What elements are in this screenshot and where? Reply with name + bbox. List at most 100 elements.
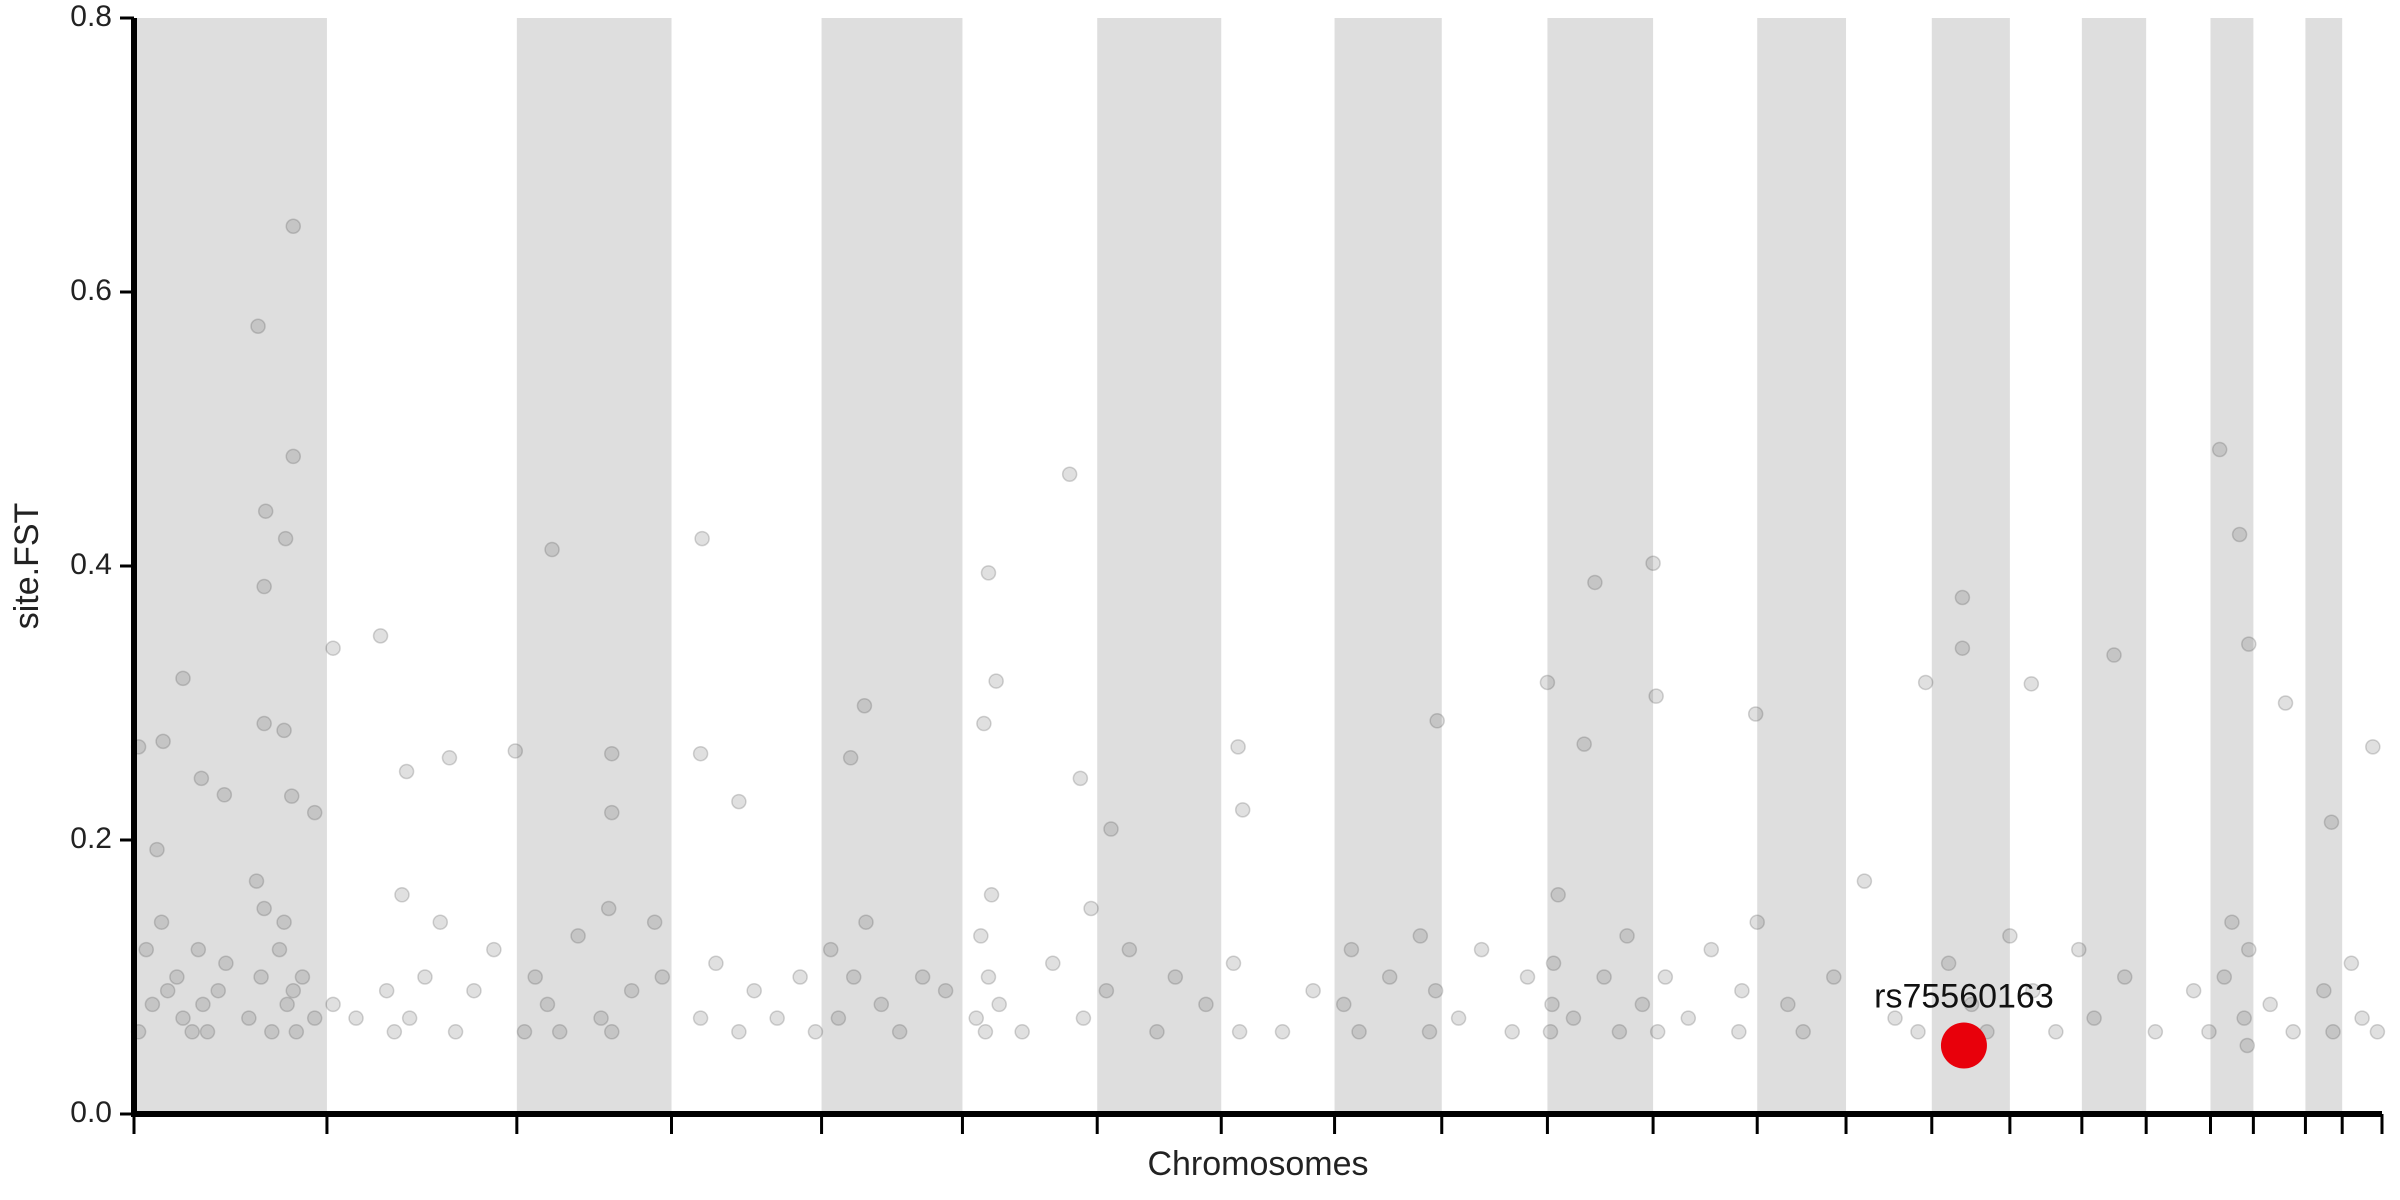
snp-point [1550,887,1566,903]
snp-point [708,955,724,972]
snp-point [250,318,266,334]
snp-point [447,1024,464,1040]
snp-point [1826,969,1842,985]
snp-point [1519,969,1536,985]
snp-point [1544,996,1560,1013]
chromosome-band [134,18,327,1114]
y-tick-label: 0.0 [70,1096,112,1129]
snp-point [1198,996,1214,1013]
snp-point [285,982,302,999]
snp-point [277,530,294,547]
snp-point [807,1024,824,1040]
chromosome-band [2081,18,2147,1114]
snp-point [241,1010,257,1026]
snp-point [1887,1010,1903,1026]
snp-point [2201,1024,2217,1040]
snp-point [973,928,989,944]
snp-point [604,745,620,762]
snp-point [2241,941,2257,958]
snp-point [731,793,747,810]
snp-point [279,996,295,1013]
snp-point [285,448,302,465]
snp-point [2369,1024,2386,1040]
snp-point [604,804,620,821]
snp-point [551,1024,568,1040]
snp-point [2086,1010,2102,1026]
snp-point [1450,1010,1467,1026]
snp-point [823,941,839,958]
snp-point [991,996,1007,1013]
snp-point [210,982,226,999]
snp-point [285,218,302,234]
snp-point [842,750,859,766]
snp-point [692,1010,709,1026]
snp-point [1910,1024,1926,1040]
snp-point [2071,941,2087,958]
snp-point [2185,982,2202,999]
snp-point [792,969,808,985]
snp-point [1545,955,1562,972]
snp-point [1703,941,1720,958]
snp-point [968,1010,984,1026]
snp-point [1234,802,1251,818]
snp-point [159,982,176,999]
snp-point [441,750,458,766]
snp-point [283,788,300,804]
snp-point [593,1010,609,1026]
snp-point [1648,688,1664,704]
snp-point [746,982,762,999]
chromosome-band [2305,18,2343,1114]
snp-point [253,969,269,985]
snp-point [2002,928,2018,944]
snp-point [417,969,433,985]
snp-point [155,733,171,750]
snp-point [1167,969,1184,985]
snp-point [1649,1024,1666,1040]
snp-point [386,1024,403,1040]
snp-point [1075,1010,1092,1026]
snp-point [600,900,617,917]
snp-point [218,955,234,972]
snp-point [378,982,395,999]
y-axis-label: site.FST [8,503,46,630]
chromosome-band [1334,18,1442,1114]
snp-point [1429,713,1445,729]
snp-point [348,1010,364,1026]
snp-point [2325,1024,2341,1040]
snp-point [394,887,410,903]
snp-point [256,578,272,595]
snp-point [2224,914,2240,930]
axes: 0.0 0.2 0.4 0.6 0.8 [70,0,2384,1134]
snp-point [980,565,997,581]
snp-point [1576,736,1592,752]
snp-point [1539,674,1556,691]
snp-point [983,887,1000,903]
snp-point [466,982,482,999]
snp-point [2365,739,2381,755]
snp-point [1274,1024,1291,1040]
snp-point [2277,695,2294,711]
snp-point [2048,1024,2064,1040]
snp-point [2323,814,2340,830]
snp-point [692,745,709,762]
snp-point [2316,982,2332,999]
snp-point [623,982,640,999]
snp-point [1121,941,1138,958]
snp-point [1587,574,1603,591]
snp-point [1098,982,1115,999]
snp-point [325,640,341,656]
snp-point [1747,706,1764,722]
snp-point [1780,996,1796,1013]
snp-point [1412,928,1429,944]
snp-point [1351,1024,1367,1040]
snp-point [306,804,323,821]
snp-point [1381,969,1398,985]
snp-point [1657,969,1674,985]
snp-point [1225,955,1242,972]
snp-point [2231,526,2248,543]
snp-point [856,697,873,714]
snp-point [914,969,931,985]
snp-point [1343,941,1360,958]
snp-point [1749,914,1765,930]
snp-point [1103,821,1119,837]
